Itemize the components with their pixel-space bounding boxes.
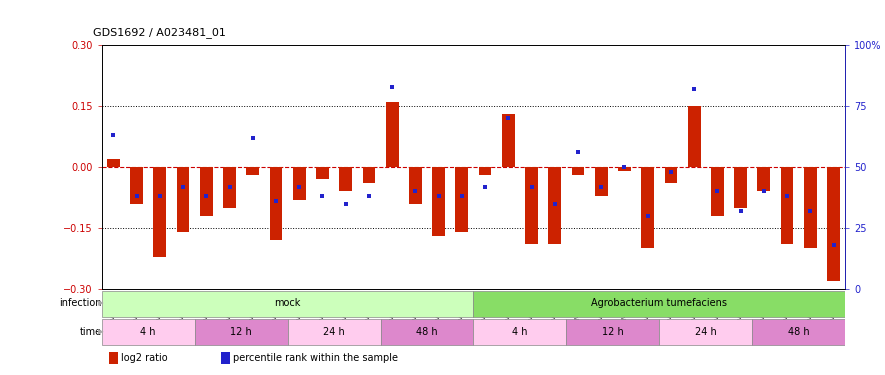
Bar <box>502 114 515 167</box>
Text: 24 h: 24 h <box>323 327 345 337</box>
Bar <box>456 167 468 232</box>
Text: time: time <box>80 327 102 337</box>
Bar <box>735 167 747 208</box>
Text: 4 h: 4 h <box>141 327 156 337</box>
Bar <box>109 352 118 364</box>
Bar <box>223 167 236 208</box>
Text: 48 h: 48 h <box>788 327 810 337</box>
Bar <box>688 106 701 167</box>
Text: infection: infection <box>59 298 102 308</box>
Bar <box>642 167 654 249</box>
Bar <box>525 167 538 244</box>
Bar <box>752 320 845 345</box>
Bar <box>409 167 422 204</box>
Text: percentile rank within the sample: percentile rank within the sample <box>233 353 397 363</box>
Text: 12 h: 12 h <box>230 327 252 337</box>
Bar <box>195 320 288 345</box>
Bar <box>246 167 259 175</box>
Text: 4 h: 4 h <box>512 327 527 337</box>
Bar <box>220 352 229 364</box>
Bar <box>479 167 491 175</box>
Text: log2 ratio: log2 ratio <box>121 353 168 363</box>
Bar <box>130 167 143 204</box>
Bar <box>381 320 473 345</box>
Bar <box>102 291 473 316</box>
Bar <box>107 159 119 167</box>
Bar <box>270 167 282 240</box>
Bar <box>432 167 445 236</box>
Bar <box>711 167 724 216</box>
Bar <box>153 167 166 256</box>
Bar <box>473 320 566 345</box>
Bar <box>665 167 677 183</box>
Bar <box>758 167 770 192</box>
Text: Agrobacterium tumefaciens: Agrobacterium tumefaciens <box>591 298 727 308</box>
Bar <box>549 167 561 244</box>
Bar <box>659 320 752 345</box>
Bar <box>386 102 398 167</box>
Text: 24 h: 24 h <box>695 327 717 337</box>
Text: mock: mock <box>274 298 301 308</box>
Text: 12 h: 12 h <box>602 327 624 337</box>
Bar <box>804 167 817 249</box>
Text: GDS1692 / A023481_01: GDS1692 / A023481_01 <box>93 27 226 38</box>
Bar <box>102 320 195 345</box>
Bar <box>566 320 659 345</box>
Bar <box>781 167 794 244</box>
Bar <box>339 167 352 192</box>
Bar <box>473 291 845 316</box>
Bar <box>572 167 584 175</box>
Bar <box>177 167 189 232</box>
Bar <box>200 167 212 216</box>
Bar <box>316 167 329 179</box>
Bar <box>288 320 381 345</box>
Bar <box>827 167 840 281</box>
Bar <box>363 167 375 183</box>
Bar <box>595 167 608 195</box>
Bar <box>293 167 305 200</box>
Bar <box>618 167 631 171</box>
Text: 48 h: 48 h <box>416 327 438 337</box>
